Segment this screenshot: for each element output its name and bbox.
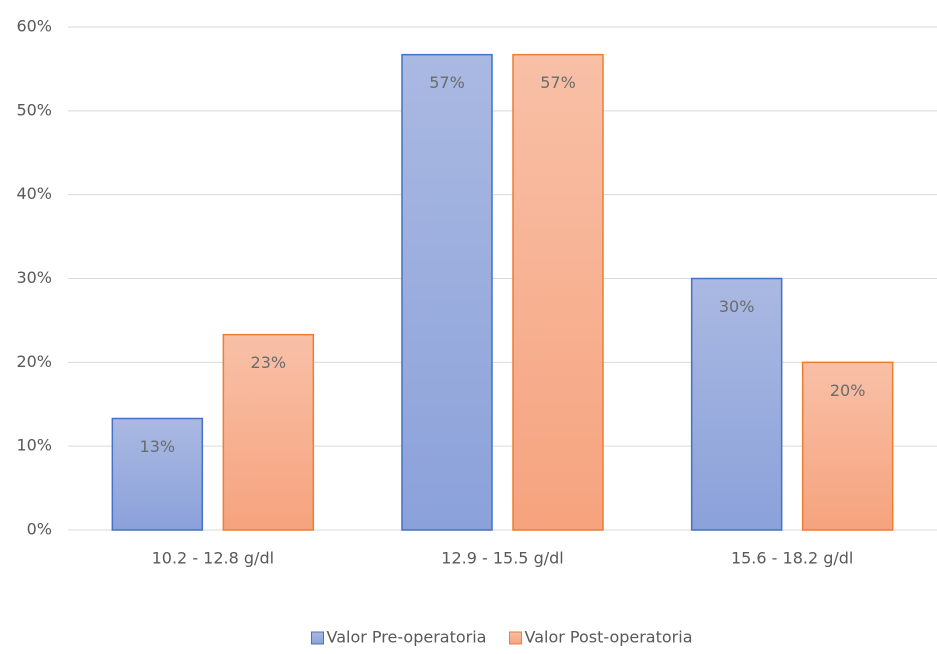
data-label: 13%	[140, 437, 176, 456]
y-tick-label: 20%	[16, 352, 52, 371]
y-tick-label: 10%	[16, 436, 52, 455]
bar	[401, 53, 493, 531]
bar	[801, 361, 894, 531]
bar	[222, 333, 315, 531]
legend-swatch	[508, 631, 522, 645]
legend-swatch	[311, 631, 324, 645]
y-tick-label: 30%	[16, 268, 52, 287]
bar	[111, 417, 204, 531]
data-label: 57%	[540, 73, 576, 92]
x-tick-label: 12.9 - 15.5 g/dl	[441, 549, 563, 568]
data-label: 57%	[429, 73, 465, 92]
y-tick-label: 0%	[27, 520, 52, 539]
x-tick-label: 15.6 - 18.2 g/dl	[731, 549, 853, 568]
y-tick-label: 40%	[16, 184, 52, 203]
x-tick-label: 10.2 - 12.8 g/dl	[152, 549, 274, 568]
bar	[690, 277, 783, 531]
data-label: 20%	[830, 381, 866, 400]
legend-label: Valor Post-operatoria	[524, 628, 692, 647]
y-tick-label: 60%	[16, 17, 52, 36]
y-tick-label: 50%	[16, 100, 52, 119]
bar	[512, 53, 604, 531]
data-label: 23%	[251, 353, 287, 372]
data-label: 30%	[719, 297, 755, 316]
legend-label: Valor Pre-operatoria	[327, 628, 487, 647]
